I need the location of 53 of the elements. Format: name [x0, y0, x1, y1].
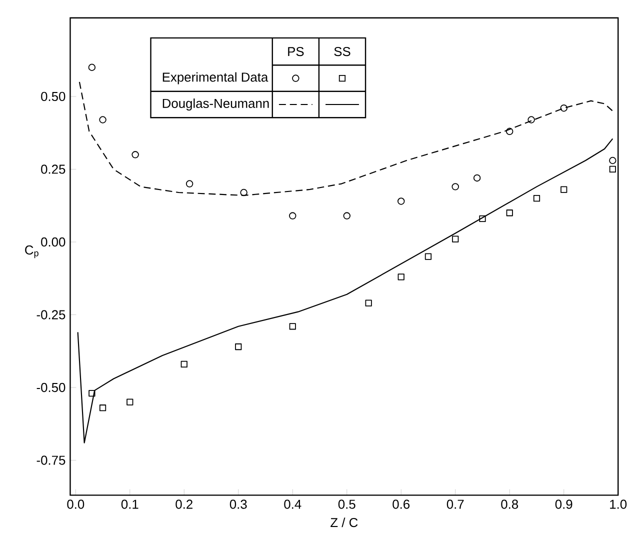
point	[560, 104, 568, 112]
point	[126, 398, 134, 406]
point	[88, 390, 96, 397]
point	[289, 323, 296, 330]
point	[180, 360, 188, 368]
point	[609, 156, 616, 164]
line-series	[77, 138, 614, 444]
point	[365, 300, 372, 306]
point	[424, 253, 432, 260]
point	[560, 186, 568, 193]
y-tick-label: -0.25	[36, 310, 66, 320]
x-tick-label: 0.4	[284, 500, 302, 509]
point	[473, 174, 481, 182]
point	[343, 212, 350, 220]
x-tick-label: 0.6	[392, 500, 410, 509]
point	[452, 183, 459, 190]
point	[533, 195, 540, 202]
point	[506, 128, 514, 136]
point	[235, 344, 242, 350]
legend-label: Douglas-Neumann	[162, 98, 269, 111]
point	[609, 166, 616, 173]
y-tick-label: -0.75	[36, 456, 66, 465]
point	[398, 198, 405, 205]
point	[186, 180, 194, 188]
point	[289, 212, 296, 220]
point	[240, 188, 248, 196]
point	[99, 404, 106, 412]
point	[398, 274, 404, 280]
point	[99, 116, 106, 124]
point	[452, 236, 459, 242]
legend-label: Experimental Data	[162, 72, 268, 84]
point	[506, 210, 513, 216]
x-tick-label: 0.5	[338, 500, 356, 509]
x-tick-label: 0.3	[230, 500, 247, 509]
x-tick-label: 1.0	[610, 500, 627, 509]
point	[479, 215, 486, 222]
x-tick-label: 0.9	[555, 500, 572, 509]
y-tick-label: -0.50	[36, 382, 66, 392]
y-tick-label: 0.25	[41, 164, 66, 174]
annotation: PS	[288, 47, 304, 56]
y-tick-label: 0.00	[41, 237, 66, 247]
annotation: SS	[334, 47, 350, 56]
y-tick-label: 0.50	[41, 92, 66, 102]
x-tick-label: 0.8	[501, 500, 518, 509]
point	[132, 151, 139, 158]
x-tick-label: 0.7	[446, 500, 464, 509]
x-tick-label: 0.1	[121, 500, 138, 509]
x-axis-title: Z / C	[330, 518, 358, 528]
point	[528, 116, 535, 124]
x-tick-label: 0.2	[176, 500, 192, 509]
x-tick-label: 0.0	[67, 500, 84, 509]
y-axis-title: C$_{p}$	[25, 246, 38, 258]
point	[88, 64, 96, 72]
